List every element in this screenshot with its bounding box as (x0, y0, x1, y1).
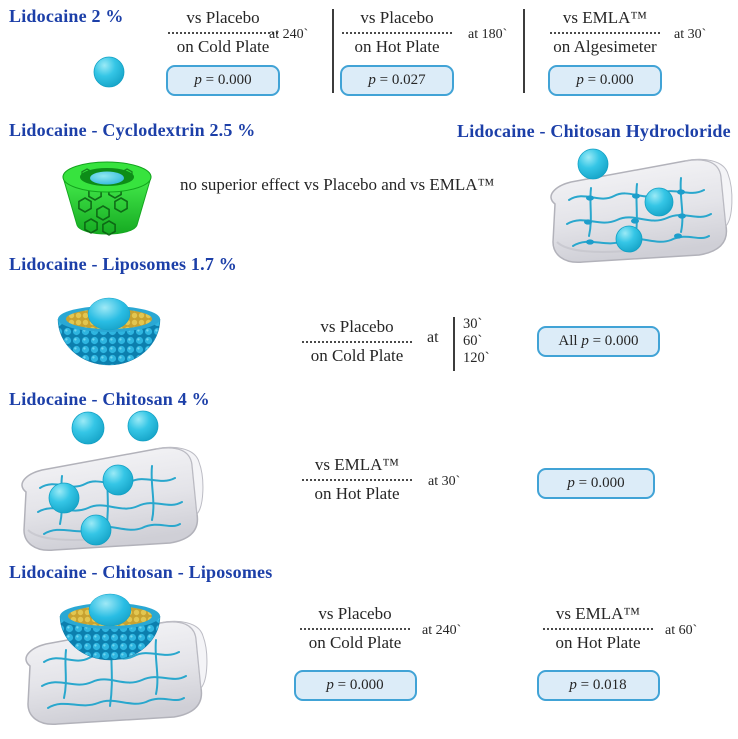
chitosan-patch-icon (550, 148, 733, 263)
p-symbol: p (326, 677, 334, 693)
p-value-box: p = 0.000 (548, 65, 662, 96)
comparison-block: vs Placebo on Hot Plate at 180` p = 0.02… (322, 8, 507, 96)
p-value: = 0.018 (576, 677, 627, 693)
column-divider (332, 9, 334, 93)
dotted-divider (550, 31, 660, 34)
comparison-vs: vs EMLA™ (314, 455, 400, 474)
time-item: 60` (463, 333, 483, 349)
p-symbol: p (194, 72, 202, 88)
time-list: 30` 60` 120` (463, 316, 490, 367)
chitosan-spheres-patch-icon (21, 410, 204, 551)
time-bracket-line (453, 317, 455, 371)
lidocaine-sphere-icon (93, 56, 125, 88)
p-symbol: p (569, 677, 577, 693)
p-symbol: p (581, 333, 589, 349)
comparison-vs: vs Placebo (318, 604, 392, 623)
row-title-cyclodextrin: Lidocaine - Cyclodextrin 2.5 % (9, 120, 256, 140)
liposome-icon (57, 297, 161, 366)
p-value-box: All p = 0.000 (537, 326, 660, 357)
comparison-on: on Cold Plate (308, 633, 402, 652)
p-value: = 0.000 (201, 72, 252, 88)
no-effect-note: no superior effect vs Placebo and vs EML… (180, 175, 495, 194)
comparison-vs: vs Placebo (360, 8, 434, 27)
comparison-block: vs EMLA™ on Hot Plate at 30` (282, 455, 460, 504)
p-value-box: p = 0.018 (536, 670, 660, 701)
comparison-block: vs Placebo on Cold Plate (282, 317, 432, 366)
comparison-time: at 240` (269, 27, 309, 42)
cyclodextrin-icon (62, 161, 152, 236)
comparison-on: on Algesimeter (553, 37, 657, 56)
comparison-vs: vs Placebo (186, 8, 260, 27)
p-symbol: p (567, 475, 575, 491)
time-item: 120` (463, 350, 490, 366)
p-symbol: p (576, 72, 584, 88)
time-item: 30` (463, 316, 483, 332)
comparison-on: on Cold Plate (310, 346, 404, 365)
comparison-block: vs Placebo on Cold Plate at 240` p = 0.0… (280, 604, 461, 701)
p-value: = 0.000 (588, 333, 639, 349)
comparison-block: vs Placebo on Cold Plate at 240` p = 0.0… (148, 8, 308, 96)
p-value: = 0.000 (574, 475, 625, 491)
comparison-on: on Hot Plate (314, 484, 400, 503)
row-title-chitosan-4: Lidocaine - Chitosan 4 % (9, 389, 210, 409)
dotted-divider (543, 627, 653, 630)
row-title-chitosan-hydrocloride: Lidocaine - Chitosan Hydrocloride (457, 121, 731, 141)
comparison-time: at 30` (428, 474, 461, 489)
p-symbol: p (368, 72, 376, 88)
comparison-time: at 30` (674, 27, 707, 42)
comparison-at-word: at (427, 329, 439, 346)
p-value-box: p = 0.000 (537, 468, 655, 499)
comparison-on: on Hot Plate (354, 37, 440, 56)
comparison-on: on Cold Plate (176, 37, 270, 56)
column-divider (523, 9, 525, 93)
comparison-block: vs EMLA™ on Algesimeter at 30` p = 0.000 (530, 8, 706, 96)
p-value: = 0.000 (333, 677, 384, 693)
dotted-divider (302, 340, 412, 343)
dotted-divider (302, 478, 412, 481)
comparison-vs: vs EMLA™ (555, 604, 641, 623)
comparison-vs: vs Placebo (320, 317, 394, 336)
row-title-chitosan-liposomes: Lidocaine - Chitosan - Liposomes (9, 562, 273, 582)
p-value: = 0.027 (375, 72, 426, 88)
chitosan-liposome-patch-icon (25, 593, 208, 725)
comparison-time: at 240` (422, 623, 462, 638)
dotted-divider (168, 31, 278, 34)
p-value: = 0.000 (583, 72, 634, 88)
p-value-box: p = 0.000 (293, 670, 417, 701)
comparison-vs: vs EMLA™ (562, 8, 648, 27)
p-value-box: p = 0.000 (166, 65, 280, 96)
dotted-divider (300, 627, 410, 630)
comparison-block: vs EMLA™ on Hot Plate at 60` p = 0.018 (523, 604, 697, 701)
dotted-divider (342, 31, 452, 34)
row-title-liposomes: Lidocaine - Liposomes 1.7 % (9, 254, 237, 274)
p-value-box: p = 0.027 (340, 65, 454, 96)
p-prefix: All (558, 333, 582, 349)
comparison-on: on Hot Plate (555, 633, 641, 652)
comparison-time: at 180` (468, 27, 508, 42)
comparison-time: at 60` (665, 623, 698, 638)
row-title-lidocaine-2: Lidocaine 2 % (9, 6, 124, 26)
